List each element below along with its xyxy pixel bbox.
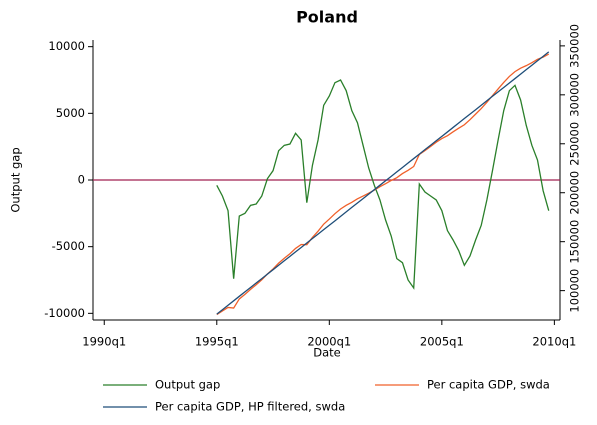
x-axis-label: Date: [313, 346, 341, 360]
y2-tick-label: 300000: [568, 73, 582, 117]
legend-label: Per capita GDP, swda: [427, 378, 550, 392]
y2-tick-label: 150000: [568, 220, 582, 264]
x-tick-label: 2010q1: [532, 335, 576, 349]
y-tick-label: 0: [78, 173, 85, 187]
legend-label: Output gap: [155, 378, 220, 392]
y2-tick-label: 250000: [568, 122, 582, 166]
chart-title: Poland: [296, 8, 358, 27]
y-tick-label: -10000: [44, 306, 85, 320]
series-line: [216, 51, 550, 315]
x-tick-label: 1995q1: [195, 335, 239, 349]
y-tick-label: 10000: [48, 39, 85, 53]
y-tick-label: 5000: [56, 106, 85, 120]
y-axis-label: Output gap: [9, 147, 23, 212]
x-tick-label: 1990q1: [82, 335, 126, 349]
x-tick-label: 2000q1: [307, 335, 351, 349]
y2-tick-label: 100000: [568, 269, 582, 313]
x-tick-label: 2005q1: [420, 335, 464, 349]
series-line: [216, 79, 550, 290]
y2-tick-label: 350000: [568, 24, 582, 68]
legend-label: Per capita GDP, HP filtered, swda: [155, 400, 345, 414]
y2-tick-label: 200000: [568, 171, 582, 215]
y-tick-label: -5000: [52, 239, 85, 253]
